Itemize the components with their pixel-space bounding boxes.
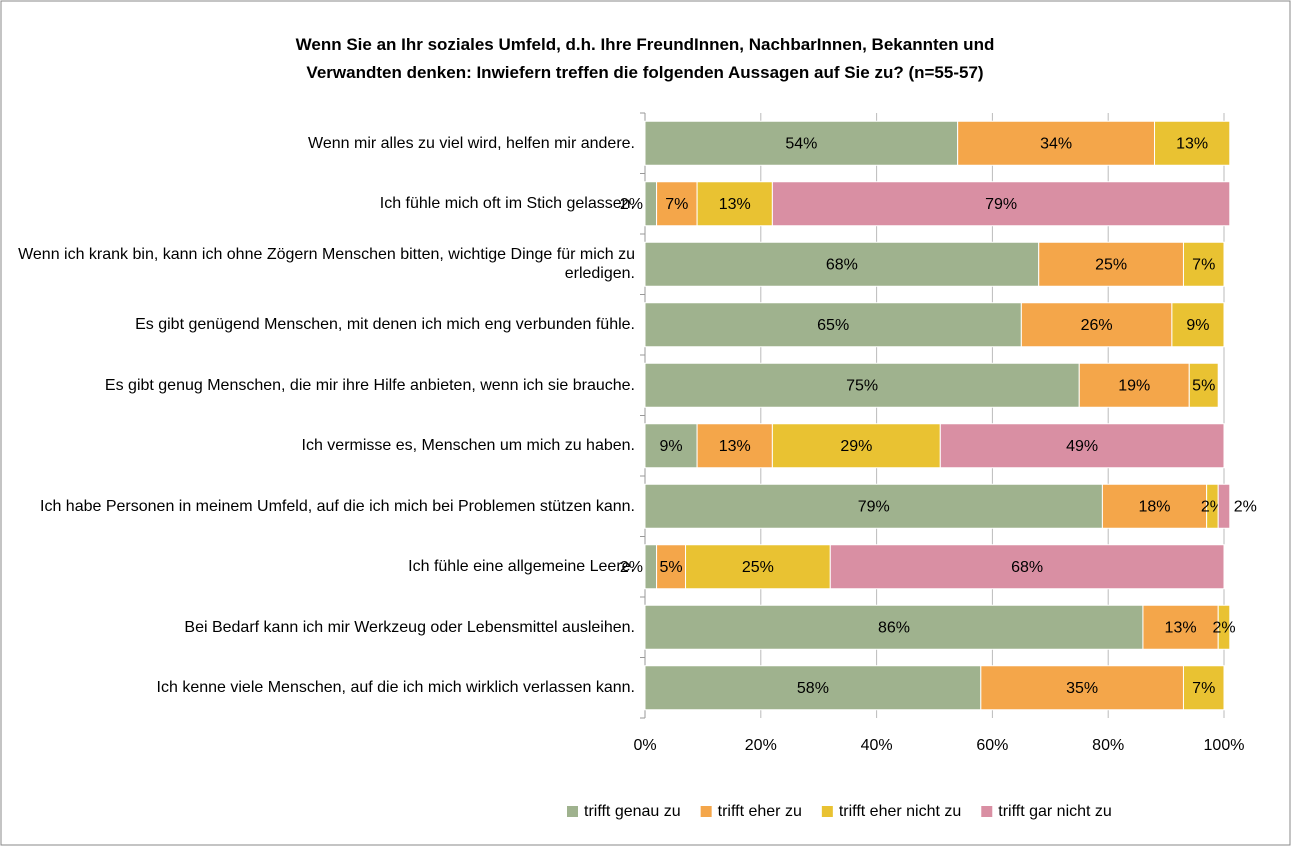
bar-segment [644,362,1080,408]
bar-segment [656,544,687,590]
data-label: 25% [742,559,774,576]
data-label: 7% [1192,680,1215,697]
bar-segment [1182,665,1225,711]
category-label: Ich kenne viele Menschen, auf die ich mi… [156,679,635,697]
category-label: Es gibt genug Menschen, die mir ihre Hil… [104,376,635,394]
bar-segment [939,423,1225,469]
x-tick-label: 0% [633,737,656,754]
data-label: 79% [858,498,890,515]
data-label: 68% [826,256,858,273]
bar-segment [1217,483,1231,529]
data-label: 13% [719,196,751,213]
data-label: 9% [1186,317,1209,334]
bar-segment [644,665,982,711]
bar-segment [644,604,1144,650]
legend-swatch [567,806,578,817]
data-label: 5% [659,559,682,576]
data-label: 86% [878,619,910,636]
bar-segment [980,665,1184,711]
category-label: Wenn ich krank bin, kann ich ohne Zögern… [18,246,635,283]
bar-segment [1101,483,1208,529]
data-label: 2% [1234,498,1257,515]
data-label: 68% [1011,559,1043,576]
bar-segment [771,423,941,469]
chart-title: Wenn Sie an Ihr soziales Umfeld, d.h. Ih… [296,35,995,82]
category-label: Bei Bedarf kann ich mir Werkzeug oder Le… [184,618,635,636]
data-label: 7% [1192,256,1215,273]
x-tick-label: 20% [745,737,777,754]
bar-segment [771,181,1231,227]
bar-segment [1078,362,1190,408]
x-tick-label: 40% [861,737,893,754]
legend-swatch [700,806,712,817]
x-tick-label: 100% [1204,737,1245,754]
bar-segment [829,544,1225,590]
data-label: 49% [1066,438,1098,455]
data-label: 58% [797,680,829,697]
data-label: 18% [1139,498,1171,515]
data-label: 34% [1040,135,1072,152]
category-label: Ich vermisse es, Menschen um mich zu hab… [301,437,635,455]
data-label: 5% [1192,377,1215,394]
legend-swatch [981,806,993,817]
data-label: 29% [840,438,872,455]
bar-segment [685,544,831,590]
bar-segment [644,120,959,166]
bar-segment [1217,604,1231,650]
bar-segment [644,302,1022,348]
bar-segment [1038,241,1184,287]
bar-segment [1188,362,1219,408]
bar-segment [1182,241,1225,287]
x-tick-label: 80% [1092,737,1124,754]
data-label: 65% [817,317,849,334]
data-label: 9% [659,438,682,455]
data-label: 35% [1066,680,1098,697]
bar-segment [644,181,658,227]
x-tick-label: 60% [976,737,1008,754]
data-label: 13% [1176,135,1208,152]
data-label: 2% [1212,619,1235,636]
data-label: 7% [665,196,688,213]
legend-label: trifft eher zu [718,803,802,820]
bar-segment [656,181,698,227]
category-label: Es gibt genügend Menschen, mit denen ich… [135,316,635,334]
data-label: 25% [1095,256,1127,273]
bar-segment [696,181,773,227]
legend-label: trifft gar nicht zu [998,803,1112,820]
bar-segment [644,544,658,590]
legend-label: trifft eher nicht zu [839,803,961,820]
category-label: Ich habe Personen in meinem Umfeld, auf … [40,497,635,515]
data-label: 19% [1118,377,1150,394]
legend-label: trifft genau zu [584,803,681,820]
bar-segment [1154,120,1231,166]
data-label: 54% [785,135,817,152]
bar-segment [1020,302,1173,348]
data-label: 2% [620,196,643,213]
category-label: Ich fühle eine allgemeine Leere. [408,558,635,576]
category-label: Wenn mir alles zu viel wird, helfen mir … [308,134,635,152]
bar-segment [957,120,1156,166]
data-label: 75% [846,377,878,394]
data-label: 2% [620,559,643,576]
bar-segment [644,241,1040,287]
data-label: 79% [985,196,1017,213]
legend-swatch [821,806,833,817]
data-label: 13% [1165,619,1197,636]
data-label: 26% [1081,317,1113,334]
data-label: 13% [719,438,751,455]
bar-segment [1171,302,1225,348]
category-label: Ich fühle mich oft im Stich gelassen. [379,195,635,213]
